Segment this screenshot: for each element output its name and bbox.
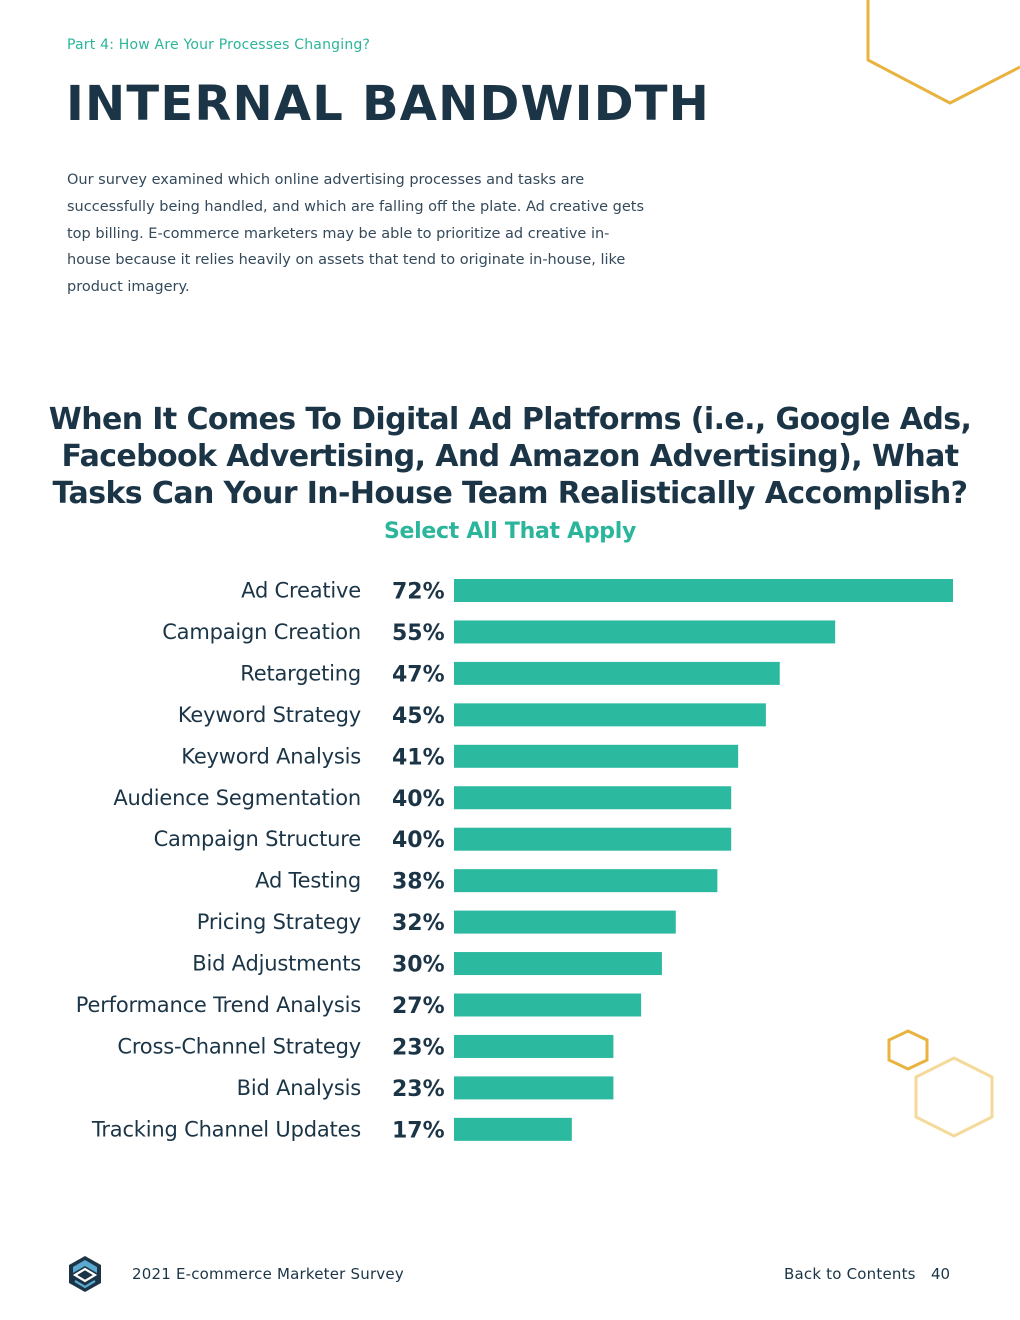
value-label: 41% bbox=[392, 745, 445, 770]
bar bbox=[454, 620, 836, 644]
value-label: 23% bbox=[392, 1077, 445, 1102]
value-label: 38% bbox=[392, 870, 445, 895]
bar bbox=[454, 579, 953, 602]
bar bbox=[454, 910, 676, 934]
bar bbox=[454, 827, 732, 851]
value-label: 40% bbox=[392, 787, 445, 812]
value-label: 72% bbox=[392, 580, 445, 605]
category-label: Pricing Strategy bbox=[197, 910, 361, 934]
chart-subtitle: Select All That Apply bbox=[383, 519, 636, 544]
value-label: 45% bbox=[392, 704, 445, 729]
bar bbox=[454, 1034, 614, 1058]
category-label: Ad Creative bbox=[241, 579, 361, 603]
category-label: Retargeting bbox=[240, 661, 361, 685]
value-label: 55% bbox=[392, 621, 445, 646]
bar bbox=[454, 993, 642, 1017]
bar bbox=[454, 786, 732, 810]
footer-document-title: 2021 E-commerce Marketer Survey bbox=[132, 1265, 404, 1283]
category-label: Tracking Channel Updates bbox=[91, 1117, 361, 1141]
value-label: 30% bbox=[392, 953, 445, 978]
bar bbox=[454, 1117, 572, 1141]
value-label: 27% bbox=[392, 994, 445, 1019]
category-label: Cross-Channel Strategy bbox=[117, 1034, 361, 1058]
bar bbox=[454, 869, 718, 893]
section-label: Part 4: How Are Your Processes Changing? bbox=[67, 37, 371, 53]
hexagon-outline-top-icon bbox=[866, 0, 1020, 105]
back-to-contents-link[interactable]: Back to Contents bbox=[784, 1265, 916, 1283]
category-label: Audience Segmentation bbox=[113, 786, 361, 810]
company-logo-icon bbox=[69, 1256, 101, 1292]
bar bbox=[454, 744, 739, 768]
category-label: Performance Trend Analysis bbox=[76, 993, 361, 1017]
category-label: Keyword Strategy bbox=[178, 703, 361, 727]
intro-paragraph: Our survey examined which online adverti… bbox=[67, 172, 645, 296]
value-label: 47% bbox=[392, 662, 445, 687]
page-number: 40 bbox=[931, 1265, 951, 1283]
bar bbox=[454, 661, 780, 685]
value-label: 32% bbox=[392, 911, 445, 936]
value-label: 23% bbox=[392, 1035, 445, 1060]
chart-title: When It Comes To Digital Ad Platforms (i… bbox=[48, 402, 972, 511]
bar bbox=[454, 952, 662, 976]
page-title: INTERNAL BANDWIDTH bbox=[66, 76, 711, 132]
category-label: Campaign Creation bbox=[162, 620, 361, 644]
bar bbox=[454, 1076, 614, 1100]
category-label: Ad Testing bbox=[255, 869, 361, 893]
category-label: Bid Adjustments bbox=[192, 952, 361, 976]
category-label: Campaign Structure bbox=[154, 827, 361, 851]
category-label: Keyword Analysis bbox=[181, 744, 361, 768]
category-label: Bid Analysis bbox=[237, 1076, 361, 1100]
value-label: 17% bbox=[392, 1118, 445, 1143]
bar bbox=[454, 703, 766, 727]
value-label: 40% bbox=[392, 828, 445, 853]
